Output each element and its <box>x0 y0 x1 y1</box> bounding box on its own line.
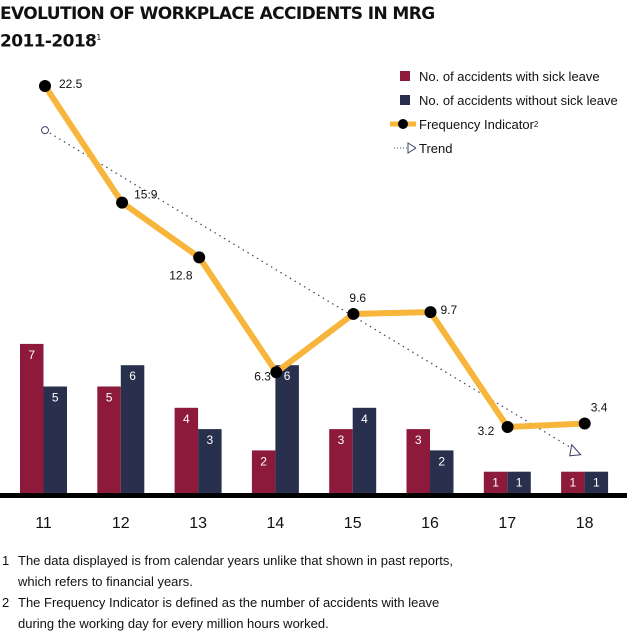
bar <box>507 471 531 493</box>
bar <box>329 429 353 493</box>
line-marker-icon <box>390 119 416 129</box>
legend-label: No. of accidents without sick leave <box>419 92 618 108</box>
frequency-point <box>501 421 514 434</box>
frequency-line <box>42 84 585 431</box>
legend-label: Frequency Indicator <box>419 116 534 132</box>
bar-value-label: 3 <box>415 433 422 447</box>
bar-value-label: 1 <box>593 476 600 490</box>
footnote-line: during the working day for every million… <box>18 616 329 631</box>
footnote-line: The data displayed is from calendar year… <box>18 553 454 568</box>
legend-swatch <box>400 71 410 81</box>
chart-title: EVOLUTION OF WORKPLACE ACCIDENTS IN MRG … <box>0 2 435 54</box>
footnote-mark: 1 <box>96 33 101 42</box>
bar <box>275 365 299 493</box>
bar <box>352 407 377 493</box>
bar-value-label: 6 <box>284 369 291 383</box>
frequency-point <box>193 251 206 264</box>
subtitle: 2011-2018 <box>0 31 97 52</box>
frequency-point <box>578 417 591 430</box>
bar-value-label: 6 <box>129 369 136 383</box>
legend-swatch <box>400 95 410 105</box>
x-tick-label: 16 <box>421 515 439 532</box>
footnote-mark: 2 <box>533 119 539 129</box>
frequency-point <box>424 306 437 319</box>
frequency-point <box>39 80 51 92</box>
bar <box>406 429 430 493</box>
triangle-marker-icon <box>394 142 416 154</box>
x-axis-baseline <box>0 493 627 498</box>
bar <box>120 365 145 493</box>
bar-value-label: 2 <box>438 454 445 468</box>
bar-value-label: 5 <box>52 391 59 405</box>
frequency-value-label: 9.7 <box>441 303 458 317</box>
footnote-2: 2 The Frequency Indicator is defined as t… <box>2 592 453 634</box>
bar-value-label: 1 <box>570 476 577 490</box>
bar-value-label: 1 <box>492 476 499 490</box>
bar <box>584 471 609 493</box>
footnote-line: which refers to financial years. <box>18 574 193 589</box>
bar <box>20 343 44 493</box>
bar <box>483 471 508 493</box>
bar-value-label: 3 <box>338 433 345 447</box>
bar-value-label: 7 <box>28 348 35 362</box>
bar <box>97 386 121 493</box>
trend-start-marker <box>41 126 49 135</box>
frequency-value-label: 15.9 <box>134 188 158 202</box>
bar <box>561 471 585 493</box>
subtitle-line: 2011-20181 <box>0 26 435 54</box>
legend-label: No. of accidents with sick leave <box>419 68 600 84</box>
bar <box>174 407 199 493</box>
bar-value-label: 4 <box>361 412 368 426</box>
bar <box>251 450 276 493</box>
footnote-1: 1 The data displayed is from calendar yea… <box>2 550 453 592</box>
bar <box>198 429 222 493</box>
legend: No. of accidents with sick leave No. of … <box>390 64 618 160</box>
legend-label: Trend <box>419 140 453 156</box>
bar <box>43 386 67 493</box>
legend-item-trend: Trend <box>390 136 618 160</box>
legend-item-with-sick-leave: No. of accidents with sick leave <box>390 64 618 88</box>
trend-end-marker <box>569 443 582 457</box>
frequency-point <box>116 196 129 209</box>
frequency-point <box>347 307 360 320</box>
footnote-line: The Frequency Indicator is defined as th… <box>18 595 440 610</box>
frequency-value-label: 3.2 <box>478 424 495 438</box>
bar-value-label: 1 <box>516 476 523 490</box>
legend-item-frequency: Frequency Indicator 2 <box>390 112 618 136</box>
bar-value-label: 4 <box>183 412 190 426</box>
footnote-number: 2 <box>2 595 10 610</box>
legend-item-without-sick-leave: No. of accidents without sick leave <box>390 88 618 112</box>
frequency-value-label: 9.6 <box>349 291 366 305</box>
bar-value-label: 5 <box>106 391 113 405</box>
x-tick-label: 13 <box>189 515 207 532</box>
frequency-value-label: 3.4 <box>591 400 608 414</box>
bar <box>430 450 454 493</box>
bar-value-label: 2 <box>260 454 267 468</box>
x-tick-label: 12 <box>112 515 130 532</box>
footnotes: 1 The data displayed is from calendar yea… <box>2 550 453 634</box>
x-tick-label: 11 <box>35 515 52 532</box>
x-tick-label: 15 <box>344 515 362 532</box>
title-line: EVOLUTION OF WORKPLACE ACCIDENTS IN MRG <box>0 4 435 24</box>
x-tick-label: 17 <box>498 515 516 532</box>
frequency-value-label: 22.5 <box>59 77 83 91</box>
bar-value-label: 3 <box>207 433 214 447</box>
x-tick-label: 18 <box>576 515 594 532</box>
x-tick-label: 14 <box>267 515 285 532</box>
frequency-value-label: 6.3 <box>254 369 271 383</box>
frequency-value-label: 12.8 <box>169 268 193 282</box>
footnote-number: 1 <box>2 553 10 568</box>
frequency-point <box>270 366 283 379</box>
